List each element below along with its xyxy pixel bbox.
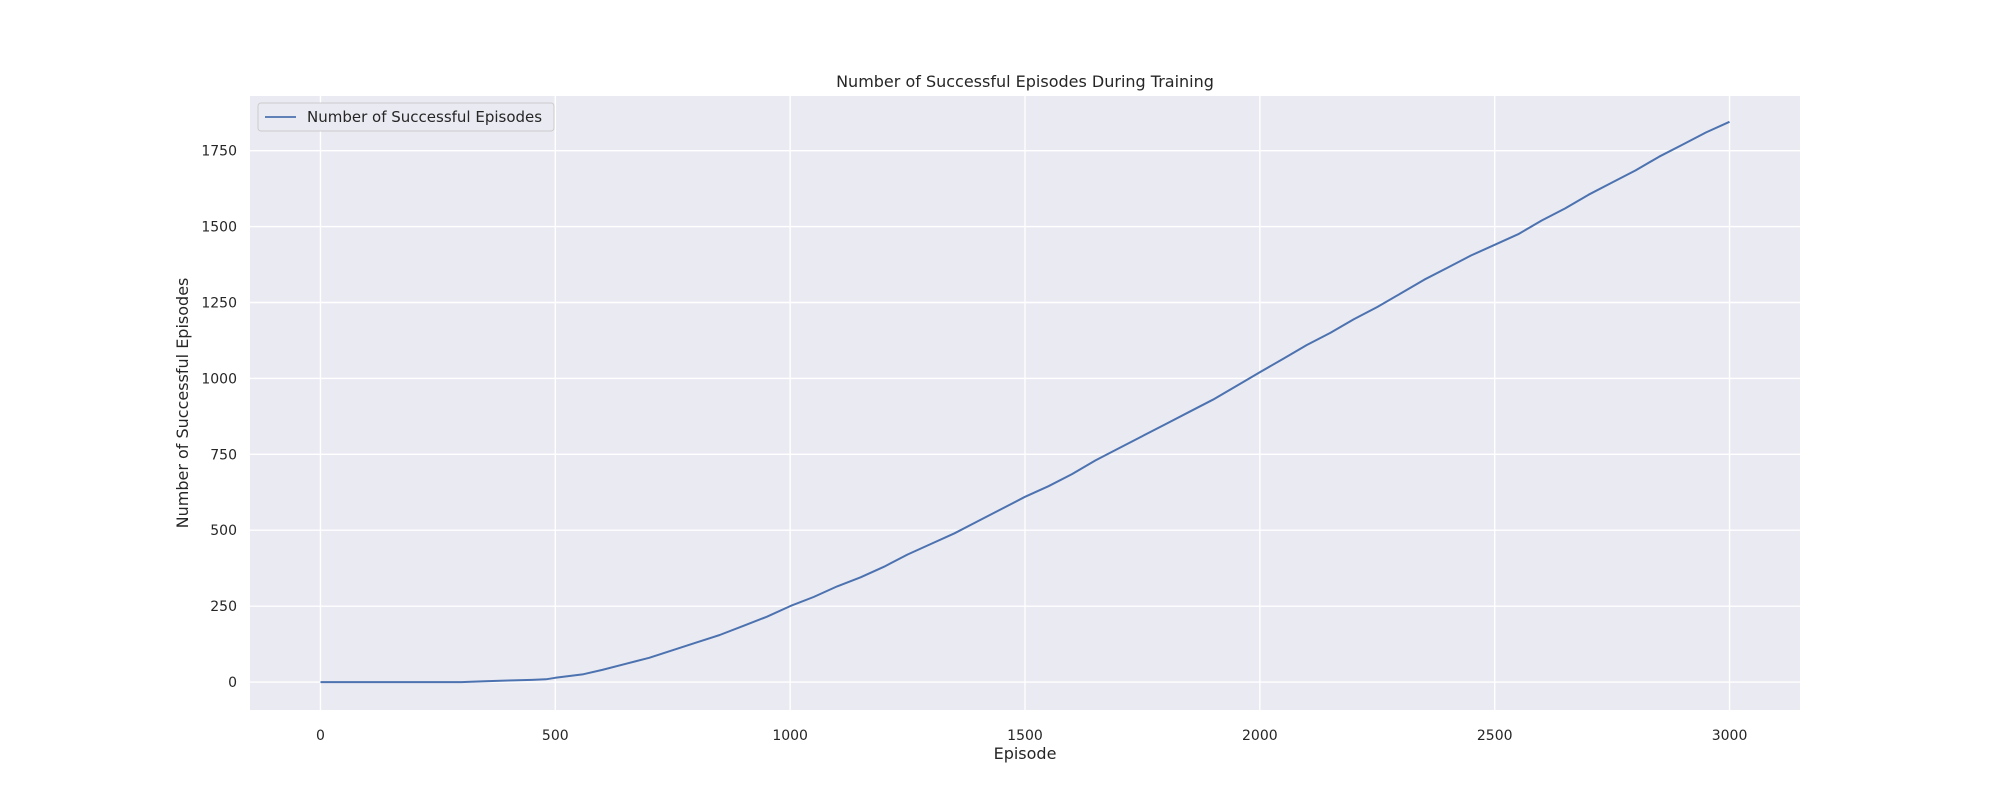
x-axis-label: Episode [994, 744, 1057, 763]
legend: Number of Successful Episodes [257, 102, 555, 132]
y-tick-label: 1500 [201, 220, 237, 236]
y-tick-label: 250 [210, 599, 237, 615]
x-tick-label: 1500 [1007, 728, 1043, 744]
x-tick-label: 1000 [772, 728, 808, 744]
series-layer [320, 120, 1730, 684]
y-tick-label: 1000 [201, 371, 237, 387]
y-tick-label: 500 [210, 523, 237, 539]
x-tick-label: 2500 [1477, 728, 1513, 744]
y-tick-label: 1750 [201, 144, 237, 160]
y-axis-label: Number of Successful Episodes [173, 278, 192, 529]
x-tick-label: 3000 [1712, 728, 1748, 744]
legend-label: Number of Successful Episodes [307, 108, 542, 126]
x-tick-label: 0 [316, 728, 325, 744]
legend-box [257, 102, 555, 132]
tick-labels: 0 500 1000 1500 2000 2500 3000 0 250 500 750 1000 12… [201, 144, 1747, 744]
series-line [320, 120, 1730, 684]
chart-title: Number of Successful Episodes During Tra… [836, 72, 1214, 91]
x-tick-label: 500 [542, 728, 569, 744]
y-tick-label: 750 [210, 447, 237, 463]
y-tick-label: 0 [228, 675, 237, 691]
x-tick-label: 2000 [1242, 728, 1278, 744]
y-tick-label: 1250 [201, 295, 237, 311]
grid [250, 96, 1800, 710]
